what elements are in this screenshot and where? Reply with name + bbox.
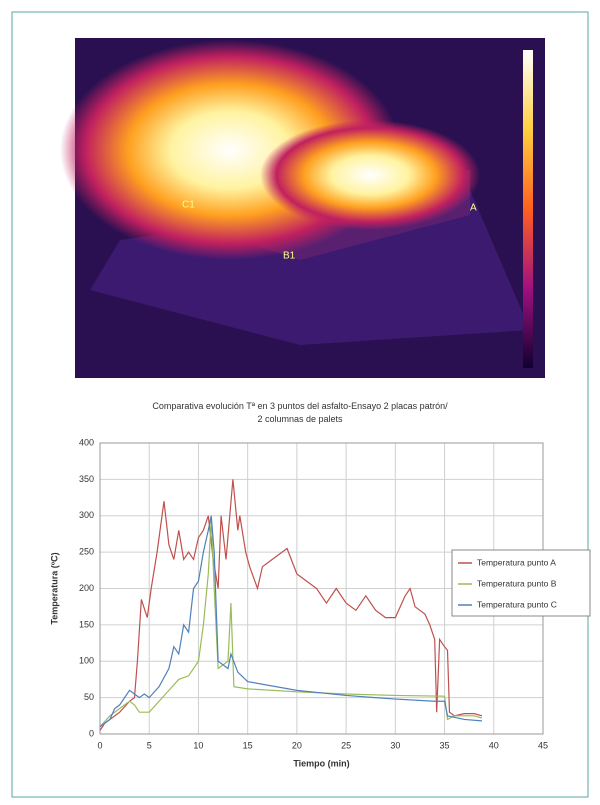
x-tick-label: 0 [97, 740, 102, 750]
legend-box [451, 549, 591, 617]
series-line [99, 479, 483, 731]
image-label: C1 [182, 200, 195, 211]
x-tick-label: 5 [147, 740, 152, 750]
x-axis-label: Tiempo (min) [293, 758, 349, 768]
page-border [11, 11, 589, 798]
x-tick-label: 20 [292, 740, 302, 750]
y-tick-label: 150 [79, 619, 94, 629]
y-tick-label: 200 [79, 583, 94, 593]
image-label: B1 [283, 251, 296, 262]
chart-title: Comparativa evolución Tª en 3 puntos del… [152, 401, 448, 424]
y-tick-label: 0 [89, 728, 94, 738]
x-tick-label: 45 [538, 740, 548, 750]
legend-label: Temperatura punto A [477, 557, 556, 567]
x-tick-label: 35 [440, 740, 450, 750]
color-scale [523, 50, 533, 368]
x-tick-label: 25 [341, 740, 351, 750]
y-tick-label: 100 [79, 656, 94, 666]
image-label: A [470, 203, 477, 214]
x-tick-label: 15 [243, 740, 253, 750]
series-line [99, 515, 483, 728]
x-tick-label: 30 [390, 740, 400, 750]
x-tick-label: 40 [489, 740, 499, 750]
y-tick-label: 50 [84, 692, 94, 702]
thermal-image: C1 B1 A [60, 38, 545, 378]
series-line [99, 519, 483, 728]
legend-label: Temperatura punto B [477, 578, 557, 588]
y-axis-label: Temperatura (ºC) [49, 552, 59, 624]
x-tick-label: 10 [193, 740, 203, 750]
y-tick-label: 400 [79, 437, 94, 447]
y-tick-label: 300 [79, 510, 94, 520]
flame [260, 120, 480, 230]
legend-label: Temperatura punto C [477, 599, 557, 609]
y-tick-label: 250 [79, 547, 94, 557]
y-tick-label: 350 [79, 474, 94, 484]
